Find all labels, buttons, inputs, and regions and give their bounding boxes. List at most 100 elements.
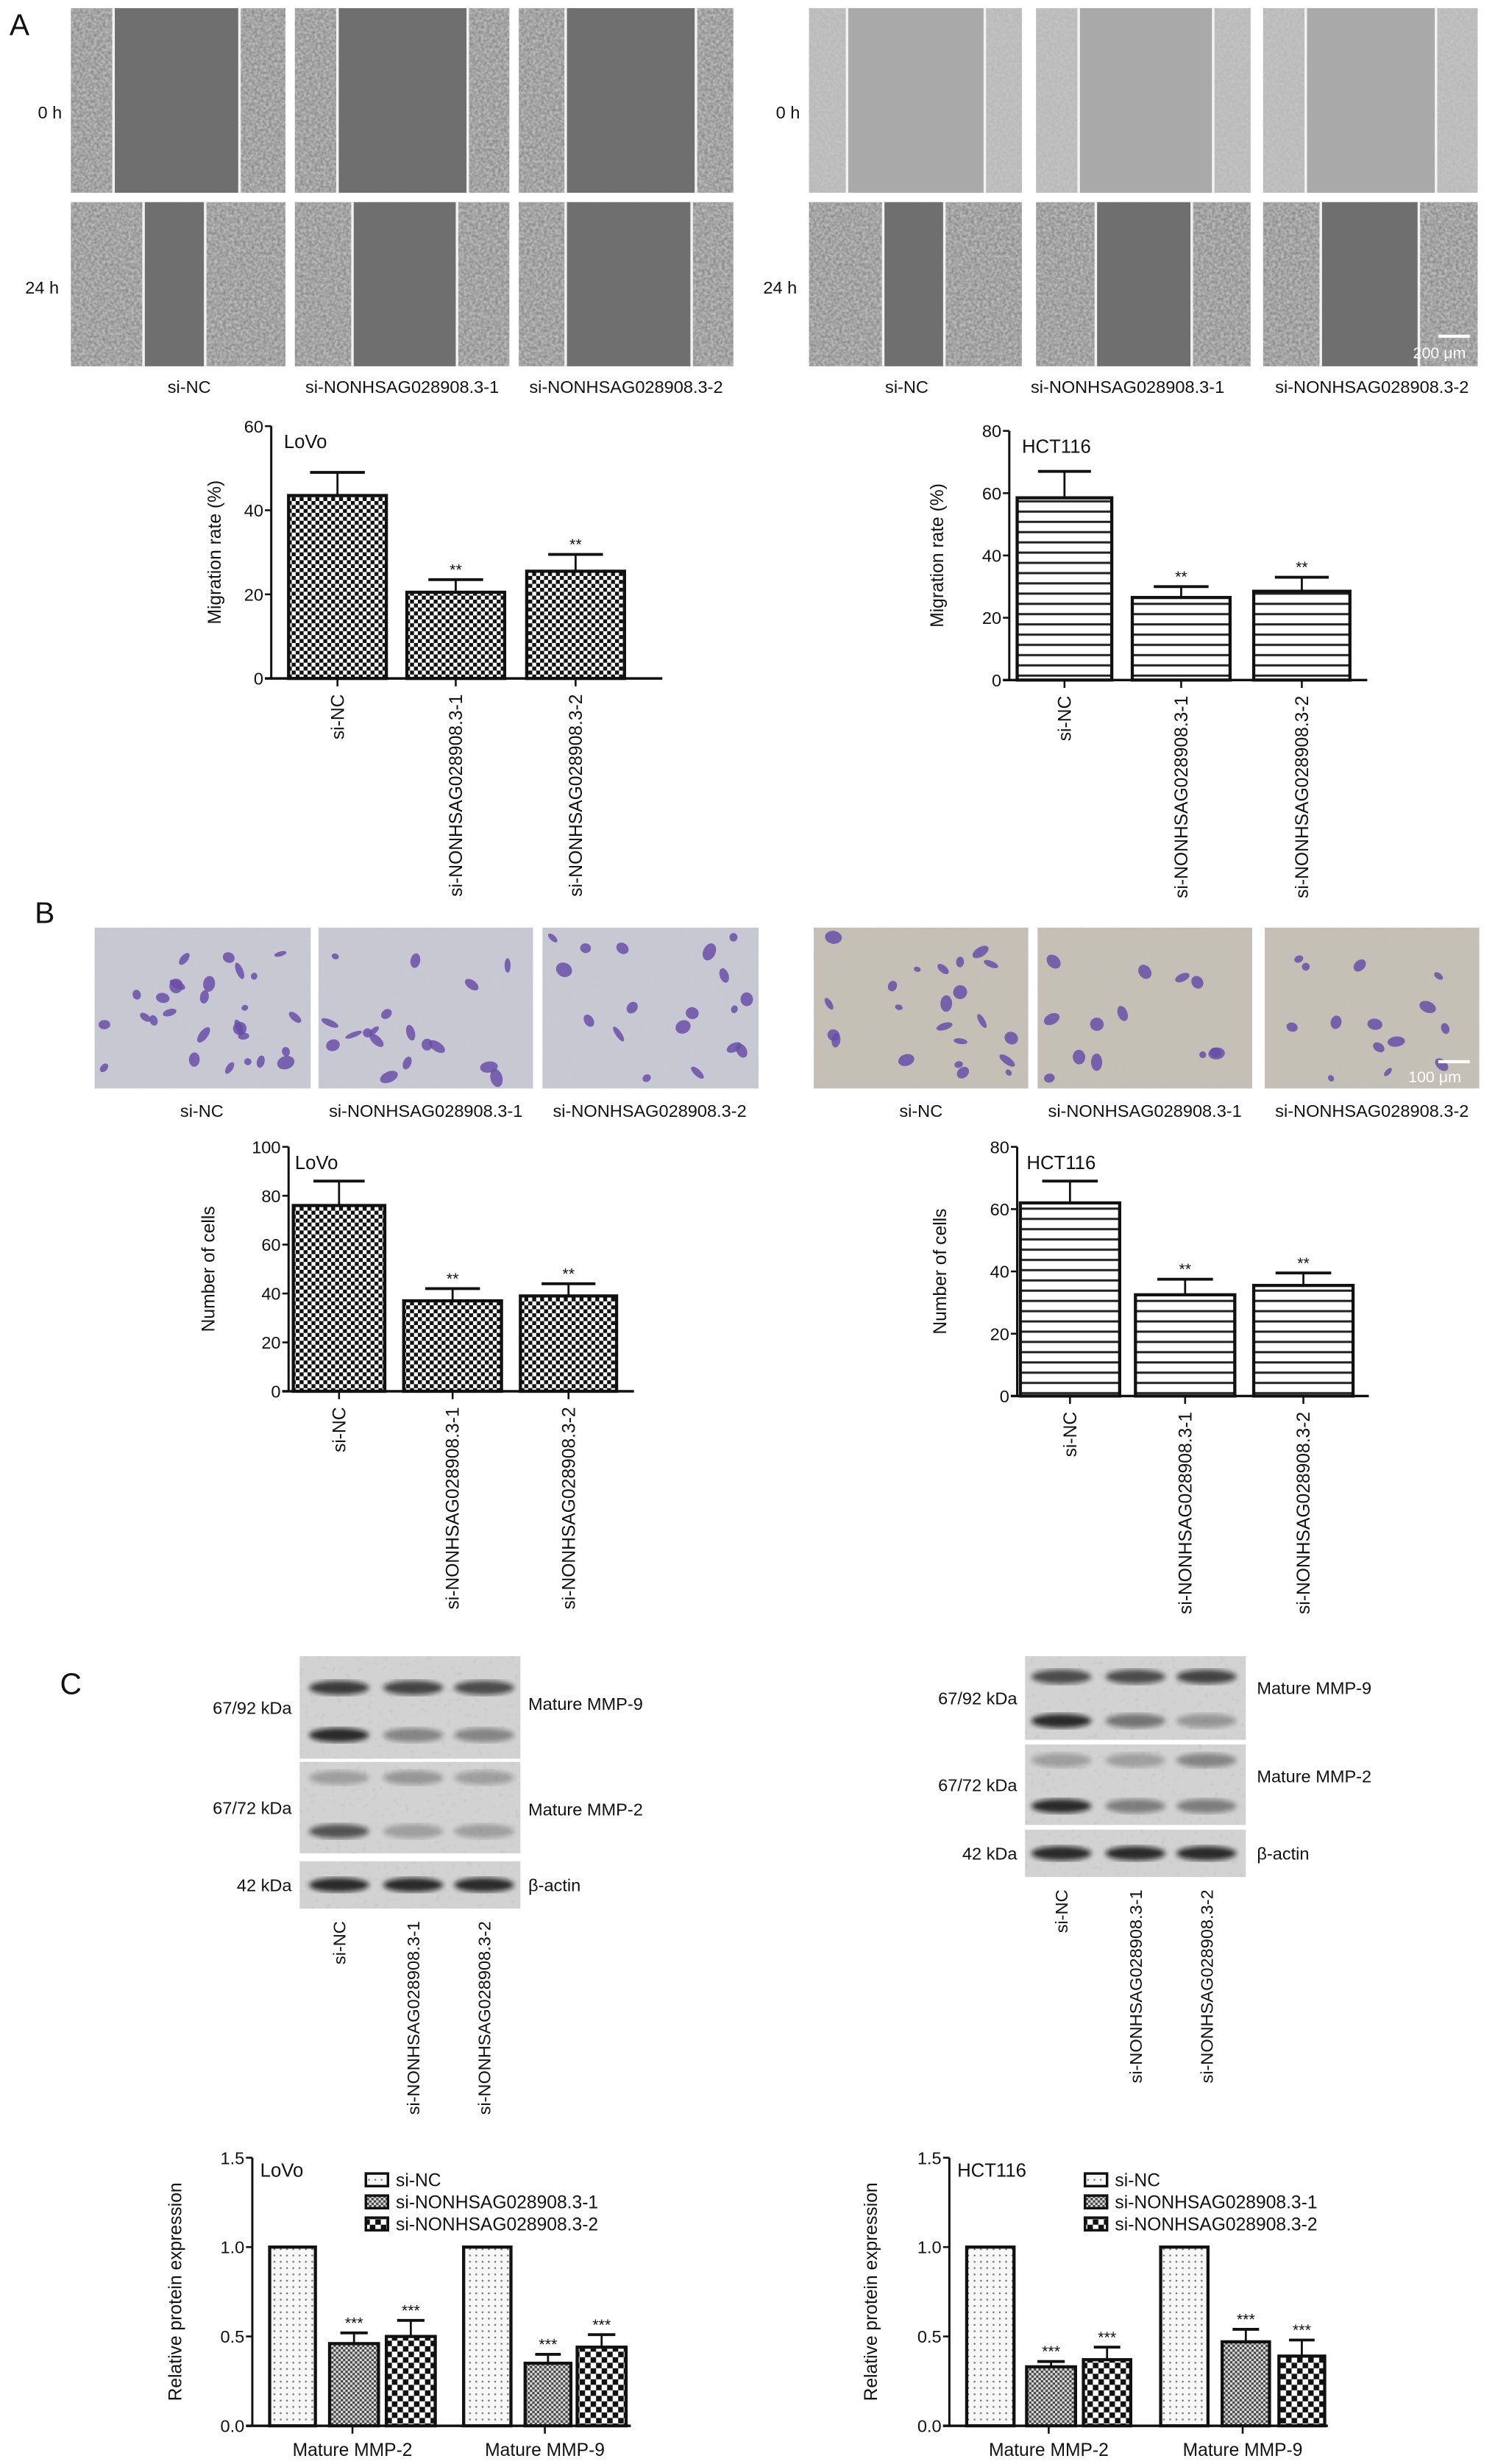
row-label-24h: 24 h bbox=[763, 278, 797, 297]
y-tick-label: 40 bbox=[244, 501, 263, 520]
blot-band bbox=[383, 1878, 444, 1892]
x-tick-label: si-NC bbox=[1061, 1412, 1081, 1458]
panel-label-a: A bbox=[10, 8, 30, 42]
legend-label: si-NC bbox=[396, 2170, 441, 2190]
bar bbox=[462, 2245, 513, 2428]
blot-band bbox=[454, 1770, 514, 1785]
bar bbox=[1221, 2340, 1271, 2428]
legend-label: si-NONHSAG028908.3-1 bbox=[396, 2193, 598, 2212]
blot-band bbox=[383, 1824, 444, 1839]
y-tick-label: 80 bbox=[990, 1137, 1009, 1157]
caption: si-NONHSAG028908.3-2 bbox=[1275, 1101, 1469, 1121]
y-tick-label: 80 bbox=[261, 1187, 280, 1206]
lane-label: si-NC bbox=[330, 1921, 349, 1964]
y-tick-label: 0 bbox=[254, 670, 263, 689]
caption: si-NONHSAG028908.3-2 bbox=[1275, 377, 1469, 397]
legend-label: si-NC bbox=[1115, 2170, 1160, 2190]
significance-marker: ** bbox=[1175, 568, 1187, 586]
blot-band bbox=[309, 1770, 369, 1785]
bar bbox=[287, 494, 388, 681]
chart-b-lovo: 0 20 40 60 80 100 Number of cells LoVo si-NC ** si… bbox=[199, 1137, 634, 1610]
micrograph bbox=[1036, 202, 1251, 366]
x-tick-label: Mature MMP-2 bbox=[989, 2440, 1109, 2460]
y-axis-label: Relative protein expression bbox=[166, 2182, 185, 2401]
micrograph bbox=[542, 927, 759, 1089]
bar bbox=[1015, 496, 1114, 682]
y-tick-label: 20 bbox=[261, 1333, 280, 1352]
caption: si-NC bbox=[168, 377, 211, 397]
bar bbox=[405, 590, 507, 681]
blot-band bbox=[1176, 1753, 1237, 1768]
wound-healing-micrographs: 0 h 24 h 0 h 24 h si-NC si-NONHSAG028908.3-1 s… bbox=[25, 8, 1478, 397]
blot-band bbox=[383, 1728, 444, 1742]
significance-marker: ** bbox=[1297, 1254, 1310, 1272]
y-tick-label: 1.0 bbox=[917, 2238, 942, 2257]
legend-swatch bbox=[1083, 2216, 1109, 2232]
x-tick-label: si-NONHSAG028908.3-2 bbox=[1293, 696, 1313, 898]
micrograph bbox=[519, 202, 734, 366]
caption: si-NONHSAG028908.3-1 bbox=[329, 1101, 522, 1121]
blot-band bbox=[1031, 1799, 1092, 1814]
micrograph bbox=[809, 8, 1022, 193]
bar bbox=[327, 2342, 380, 2428]
cell-line-label: HCT116 bbox=[1022, 437, 1091, 458]
chart-a-hct116: 0 20 40 60 80 Migration rate (%) HCT116 si-NC **… bbox=[928, 422, 1368, 898]
lane-label: si-NONHSAG028908.3-2 bbox=[1197, 1889, 1216, 2083]
row-label-24h: 24 h bbox=[25, 278, 59, 297]
y-tick-label: 1.0 bbox=[220, 2238, 244, 2257]
blot-band bbox=[1105, 1753, 1166, 1768]
scale-bar bbox=[1438, 1059, 1470, 1064]
blot-band bbox=[1105, 1846, 1166, 1861]
bar bbox=[1251, 589, 1352, 682]
y-tick-label: 0 bbox=[271, 1382, 280, 1402]
y-axis-label: Number of cells bbox=[199, 1206, 219, 1332]
legend: si-NC si-NONHSAG028908.3-1 si-NONHSAG02890… bbox=[364, 2170, 598, 2234]
y-tick-label: 0.5 bbox=[220, 2327, 244, 2346]
size-label: 42 kDa bbox=[962, 1845, 1018, 1864]
bar-charts: 0 20 40 60 Migration rate (%) LoVo si-NC ** si-N… bbox=[166, 417, 1369, 2460]
bar bbox=[1082, 2358, 1133, 2428]
y-tick-label: 100 bbox=[252, 1137, 280, 1157]
western-blot-lovo: 67/92 kDa Mature MMP-9 67/72 kDa Mature MMP… bbox=[213, 1656, 643, 2115]
micrograph bbox=[1265, 927, 1480, 1089]
micrograph bbox=[1263, 202, 1478, 366]
x-tick-label: si-NONHSAG028908.3-2 bbox=[1294, 1412, 1314, 1614]
significance-marker: *** bbox=[1042, 2343, 1060, 2360]
chart-c-hct116: 0.0 0.5 1.0 1.5 Relative protein expression H… bbox=[862, 2148, 1328, 2460]
micrograph bbox=[94, 927, 311, 1089]
blot-band bbox=[309, 1824, 369, 1839]
x-tick-label: si-NONHSAG028908.3-1 bbox=[447, 695, 466, 897]
legend-label: si-NONHSAG028908.3-2 bbox=[396, 2215, 598, 2234]
bar bbox=[525, 569, 626, 681]
bar bbox=[575, 2346, 628, 2428]
band-label: Mature MMP-9 bbox=[528, 1694, 643, 1714]
bar bbox=[1277, 2354, 1327, 2428]
x-tick-label: si-NC bbox=[1055, 696, 1075, 742]
x-tick-label: si-NONHSAG028908.3-1 bbox=[444, 1407, 464, 1609]
significance-marker: *** bbox=[1237, 2310, 1255, 2328]
micrograph bbox=[1263, 8, 1478, 193]
blot-band bbox=[454, 1878, 514, 1892]
micrograph bbox=[519, 8, 734, 193]
scale-bar bbox=[1438, 334, 1470, 338]
bar bbox=[402, 1299, 503, 1393]
blot-band bbox=[383, 1770, 444, 1785]
y-tick-label: 0 bbox=[1000, 1387, 1009, 1406]
bar bbox=[291, 1204, 387, 1393]
micrograph bbox=[294, 8, 510, 193]
bar bbox=[523, 2361, 573, 2428]
blot-band bbox=[454, 1728, 514, 1742]
y-axis-label: Migration rate (%) bbox=[928, 483, 948, 628]
legend-swatch bbox=[364, 2194, 390, 2210]
caption: si-NONHSAG028908.3-2 bbox=[529, 377, 722, 397]
lane-label: si-NONHSAG028908.3-2 bbox=[475, 1921, 494, 2115]
size-label: 42 kDa bbox=[237, 1875, 293, 1895]
scale-bar-label: 200 μm bbox=[1413, 344, 1466, 362]
significance-marker: *** bbox=[592, 2316, 611, 2334]
bar bbox=[1025, 2365, 1077, 2428]
lane-label: si-NONHSAG028908.3-1 bbox=[404, 1921, 423, 2115]
x-tick-label: si-NONHSAG028908.3-2 bbox=[559, 1407, 579, 1609]
significance-marker: ** bbox=[450, 561, 462, 578]
bar bbox=[268, 2245, 317, 2428]
blot-band bbox=[1105, 1799, 1166, 1814]
